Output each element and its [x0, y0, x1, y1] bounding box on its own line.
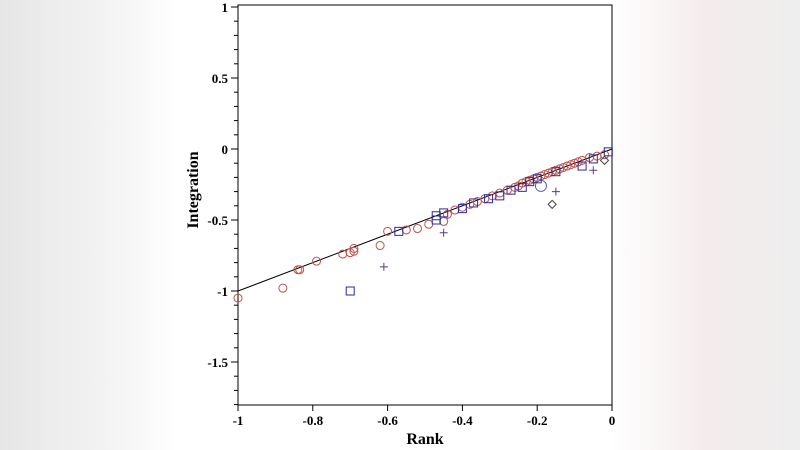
square-point [603, 147, 613, 157]
circle-point [383, 226, 393, 236]
square-point [345, 286, 355, 296]
y-tick-label: -1.5 [207, 355, 228, 370]
x-tick-label: 0 [609, 413, 616, 428]
square-point [517, 182, 527, 192]
x-tick-label: -0.8 [303, 413, 324, 428]
x-tick-label: -0.6 [377, 413, 398, 428]
square-point [551, 167, 561, 177]
circle-point [349, 246, 359, 256]
plus-point [551, 187, 560, 196]
y-tick-label: 0 [222, 142, 229, 157]
y-tick-label: -1 [217, 284, 228, 299]
x-tick-label: -0.2 [527, 413, 548, 428]
circle-point [233, 293, 243, 303]
plus-point [589, 166, 598, 175]
background-right [610, 0, 800, 450]
square-point [588, 154, 598, 164]
circle-point [295, 265, 305, 275]
square-point [577, 161, 587, 171]
plus-point [379, 262, 388, 271]
x-tick-label: -0.4 [452, 413, 473, 428]
background-left [0, 0, 180, 450]
square-point [506, 185, 516, 195]
plus-point [439, 228, 448, 237]
square-point [439, 208, 449, 218]
y-tick-label: 0.5 [212, 71, 229, 86]
circle-point [349, 243, 359, 253]
square-point [394, 226, 404, 236]
y-tick-label: 1 [222, 0, 229, 15]
reference-line [237, 148, 613, 292]
square-point [532, 174, 542, 184]
square-point [484, 194, 494, 204]
circle-point [375, 241, 385, 251]
x-axis-label: Rank [406, 431, 443, 448]
x-tick-label: -1 [233, 413, 244, 428]
y-axis-label: Integration [185, 151, 202, 228]
square-point [431, 211, 441, 221]
square-point [469, 198, 479, 208]
diamond-point [599, 155, 610, 166]
y-tick-label: -0.5 [207, 213, 228, 228]
square-point [525, 177, 535, 187]
circle-point [439, 216, 449, 226]
circle-point [312, 256, 322, 266]
circle-point [413, 224, 423, 234]
circle-point [278, 283, 288, 293]
square-point [457, 204, 467, 214]
diamond-point [547, 199, 557, 210]
square-point [495, 191, 505, 201]
plot-frame [237, 4, 613, 406]
circle-point [401, 225, 411, 235]
